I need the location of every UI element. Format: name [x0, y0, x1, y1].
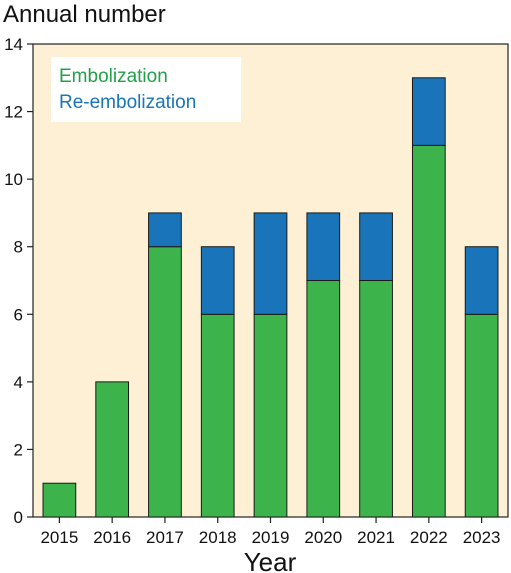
x-tick-label: 2018: [199, 528, 237, 547]
bars: [42, 77, 499, 518]
bar-embolization-2019: [253, 313, 288, 518]
x-tick-label: 2019: [252, 528, 290, 547]
bar-embolization-2021: [359, 280, 393, 518]
bar-embolization-2023: [464, 313, 499, 518]
bar-embolization-2020: [306, 280, 341, 518]
bar-embolization-2015: [42, 482, 77, 518]
bar-re-embolization-2019: [253, 212, 288, 315]
bar-embolization-2017: [148, 246, 182, 518]
x-tick-label: 2021: [357, 528, 395, 547]
legend-item-embolization: Embolization: [59, 66, 168, 87]
bar-embolization-2022: [411, 144, 446, 518]
y-tick-label: 2: [14, 440, 23, 459]
bar-re-embolization-2020: [306, 212, 341, 281]
legend-item-re-embolization: Re-embolization: [59, 92, 196, 113]
y-tick-label: 0: [14, 508, 23, 527]
x-axis: 2015 2016 2017 2018 2019 2020 2021 2022 2023: [40, 517, 501, 547]
y-tick-label: 8: [14, 238, 23, 257]
bar-re-embolization-2021: [359, 212, 393, 281]
y-tick-label: 6: [14, 305, 23, 324]
y-axis: 0 2 4 6 8 10 12 14: [4, 35, 33, 527]
x-tick-label: 2017: [146, 528, 184, 547]
legend: Embolization Re-embolization: [51, 57, 241, 122]
y-tick-label: 4: [14, 373, 23, 392]
y-axis-title: Annual number: [3, 1, 166, 28]
bar-re-embolization-2023: [464, 246, 499, 315]
x-tick-label: 2016: [93, 528, 131, 547]
x-tick-label: 2015: [40, 528, 78, 547]
y-tick-label: 10: [4, 170, 23, 189]
y-tick-label: 12: [4, 103, 23, 122]
bar-embolization-2016: [95, 381, 130, 518]
bar-re-embolization-2022: [411, 77, 446, 146]
x-tick-label: 2023: [463, 528, 501, 547]
bar-embolization-2018: [200, 313, 235, 518]
bar-re-embolization-2017: [148, 212, 182, 248]
legend-box: [51, 57, 241, 122]
y-tick-label: 14: [4, 35, 23, 54]
bar-re-embolization-2018: [200, 246, 235, 315]
x-tick-label: 2022: [410, 528, 448, 547]
x-axis-title: Year: [244, 547, 297, 573]
x-tick-label: 2020: [304, 528, 342, 547]
